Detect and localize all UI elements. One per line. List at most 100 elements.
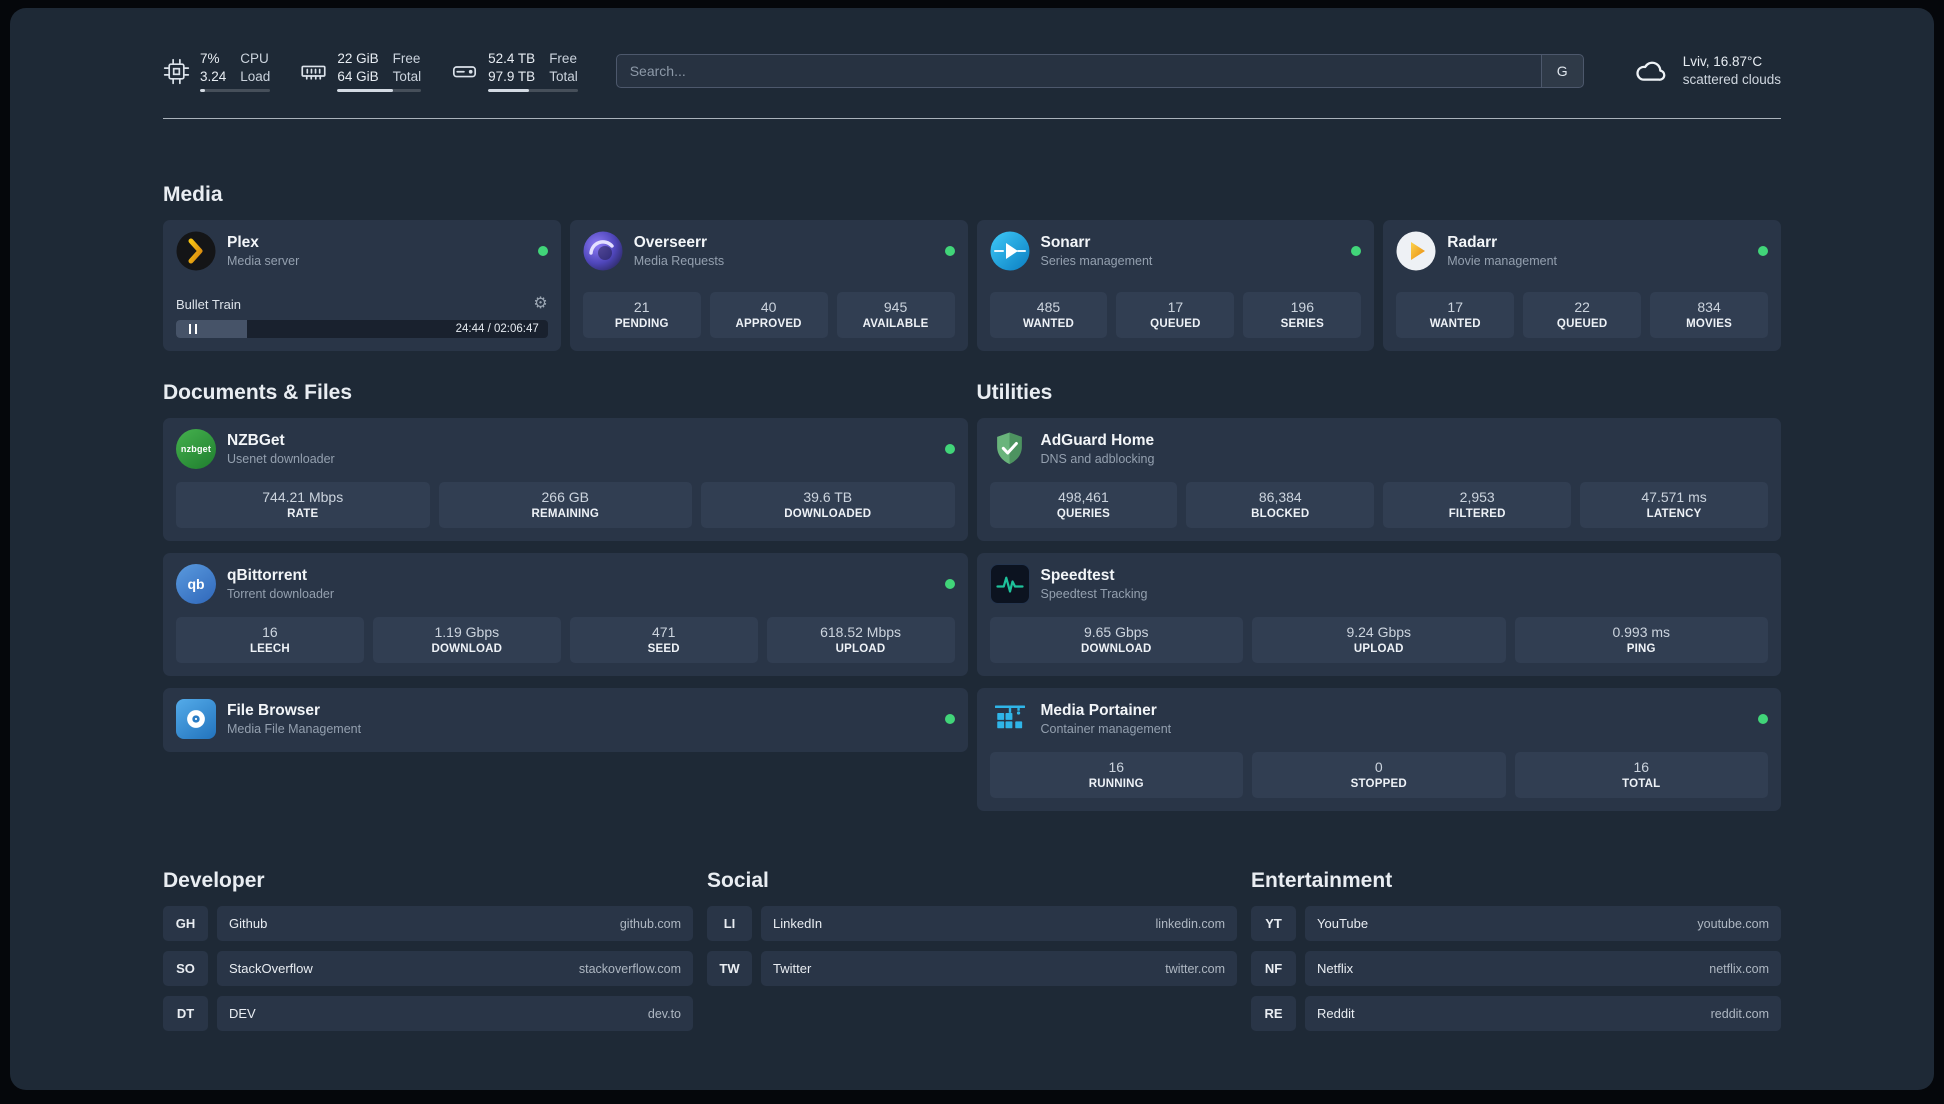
cloud-icon <box>1636 61 1666 81</box>
bookmark-pill: StackOverflow stackoverflow.com <box>217 951 693 987</box>
bookmark-reddit[interactable]: RE Reddit reddit.com <box>1251 996 1781 1032</box>
pause-icon <box>189 324 197 335</box>
stat-value: 2,953 <box>1459 489 1495 506</box>
section-title-media: Media <box>163 183 223 207</box>
stat-box: 2,953 FILTERED <box>1383 482 1572 529</box>
bookmark-github[interactable]: GH Github github.com <box>163 906 693 942</box>
pause-button[interactable] <box>176 320 210 338</box>
cpu-label: CPU <box>240 51 269 66</box>
search-input[interactable] <box>616 55 1541 88</box>
lower-columns: Documents & Files nzbget NZBGet Usenet d… <box>163 381 1781 812</box>
bookmark-group-title: Social <box>707 869 769 893</box>
stat-value: 471 <box>652 624 676 641</box>
stat-value: 21 <box>633 299 650 316</box>
service-name: File Browser <box>227 702 321 720</box>
stat-value: 196 <box>1290 299 1314 316</box>
bookmark-youtube[interactable]: YT YouTube youtube.com <box>1251 906 1781 942</box>
service-card-overseerr[interactable]: Overseerr Media Requests 21 PENDING 40 A… <box>569 220 968 352</box>
section-title-utilities: Utilities <box>976 381 1053 405</box>
service-card-nzbget[interactable]: nzbget NZBGet Usenet downloader 744.21 M… <box>163 418 968 542</box>
status-dot <box>1758 714 1768 725</box>
service-name: NZBGet <box>227 432 285 450</box>
service-card-portainer[interactable]: Media Portainer Container management 16 … <box>976 688 1781 812</box>
bookmark-stackoverflow[interactable]: SO StackOverflow stackoverflow.com <box>163 951 693 987</box>
gear-icon[interactable]: ⚙ <box>533 295 548 313</box>
memory-readout: 22 GiB 64 GiB Free Total <box>337 50 422 93</box>
cpu-percent: 7% <box>200 51 220 66</box>
cpu-icon <box>163 58 190 84</box>
stat-value: 9.24 Gbps <box>1346 624 1412 641</box>
service-card-plex[interactable]: Plex Media server Bullet Train ⚙ <box>163 220 561 352</box>
service-card-radarr[interactable]: Radarr Movie management 17 WANTED 22 QUE… <box>1383 220 1781 352</box>
bookmark-group-title: Developer <box>163 869 265 893</box>
service-description: Usenet downloader <box>227 452 335 467</box>
service-name: Speedtest <box>1040 567 1115 585</box>
bookmark-netflix[interactable]: NF Netflix netflix.com <box>1251 951 1781 987</box>
service-description: Media File Management <box>227 722 362 737</box>
service-card-adguard[interactable]: AdGuard Home DNS and adblocking 498,461 … <box>976 418 1781 542</box>
stat-value: 16 <box>262 624 278 641</box>
nzbget-icon: nzbget <box>176 429 216 470</box>
stat-value: 47.571 ms <box>1641 489 1707 506</box>
stat-box: 471 SEED <box>569 617 758 664</box>
disk-total-label: Total <box>549 68 578 84</box>
service-name: Plex <box>227 234 259 252</box>
status-dot <box>537 246 548 257</box>
service-description: Speedtest Tracking <box>1040 587 1148 602</box>
stat-label: REMAINING <box>531 508 600 521</box>
section-media: Media <box>163 183 1781 352</box>
stat-box: 744.21 Mbps RATE <box>176 482 430 529</box>
service-text: Overseerr Media Requests <box>634 234 724 268</box>
stat-value: 0 <box>1374 759 1383 776</box>
qbittorrent-icon-text: qb <box>187 576 205 593</box>
stat-value: 618.52 Mbps <box>820 624 902 641</box>
stat-label: FILTERED <box>1448 508 1506 521</box>
bookmark-pill: Reddit reddit.com <box>1305 996 1781 1032</box>
stat-box: 9.65 Gbps DOWNLOAD <box>989 617 1243 664</box>
service-card-speedtest[interactable]: Speedtest Speedtest Tracking 9.65 Gbps D… <box>976 553 1781 677</box>
stat-value: 834 <box>1697 299 1721 316</box>
memory-free-value: 22 GiB <box>337 51 379 66</box>
search-provider-button[interactable]: G <box>1540 55 1583 88</box>
cpu-widget: 7% 3.24 CPU Load <box>163 50 271 93</box>
nzbget-icon-text: nzbget <box>180 444 212 455</box>
memory-total-label: Total <box>392 68 422 84</box>
bookmark-url: linkedin.com <box>1155 916 1225 931</box>
service-card-sonarr[interactable]: Sonarr Series management 485 WANTED 17 Q… <box>976 220 1375 352</box>
stat-label: MOVIES <box>1686 318 1733 331</box>
stat-label: DOWNLOAD <box>431 643 503 656</box>
stat-box: 17 WANTED <box>1396 292 1515 339</box>
bookmark-name: DEV <box>229 1006 256 1022</box>
bookmark-linkedin[interactable]: LI LinkedIn linkedin.com <box>707 906 1237 942</box>
service-name: qBittorrent <box>227 567 308 585</box>
stat-value: 498,461 <box>1058 489 1109 506</box>
bookmark-dev[interactable]: DT DEV dev.to <box>163 996 693 1032</box>
service-card-filebrowser[interactable]: File Browser Media File Management <box>163 688 968 753</box>
bookmark-pill: YouTube youtube.com <box>1305 906 1781 942</box>
stat-value: 945 <box>883 299 908 316</box>
bookmark-name: Reddit <box>1317 1006 1355 1022</box>
bookmark-twitter[interactable]: TW Twitter twitter.com <box>707 951 1237 987</box>
stat-value: 39.6 TB <box>803 489 853 506</box>
status-dot <box>1351 246 1362 257</box>
bookmark-list: YT YouTube youtube.com NF Netflix netfli… <box>1251 906 1781 1032</box>
playback-progress-bar: 24:44 / 02:06:47 <box>176 320 548 339</box>
service-card-qbittorrent[interactable]: qb qBittorrent Torrent downloader 16 <box>163 553 968 677</box>
stat-value: 485 <box>1036 299 1061 316</box>
stat-box: 47.571 ms LATENCY <box>1580 482 1768 529</box>
disk-icon <box>453 65 477 77</box>
stat-label: PENDING <box>614 318 669 331</box>
bookmark-abbr: DT <box>163 996 208 1032</box>
service-description: Media Requests <box>633 254 725 269</box>
stat-label: DOWNLOAD <box>1080 643 1152 656</box>
memory-icon <box>301 65 326 80</box>
memory-free-label: Free <box>392 51 421 66</box>
service-description: Series management <box>1040 254 1153 269</box>
plex-icon <box>176 231 216 271</box>
section-documents: Documents & Files nzbget NZBGet Usenet d… <box>163 381 968 753</box>
dashboard-content: 7% 3.24 CPU Load <box>163 50 1781 1077</box>
stat-label: SERIES <box>1280 318 1324 331</box>
bookmark-url: reddit.com <box>1710 1006 1769 1021</box>
stat-box: 618.52 Mbps UPLOAD <box>766 617 955 664</box>
memory-total-value: 64 GiB <box>337 68 379 84</box>
